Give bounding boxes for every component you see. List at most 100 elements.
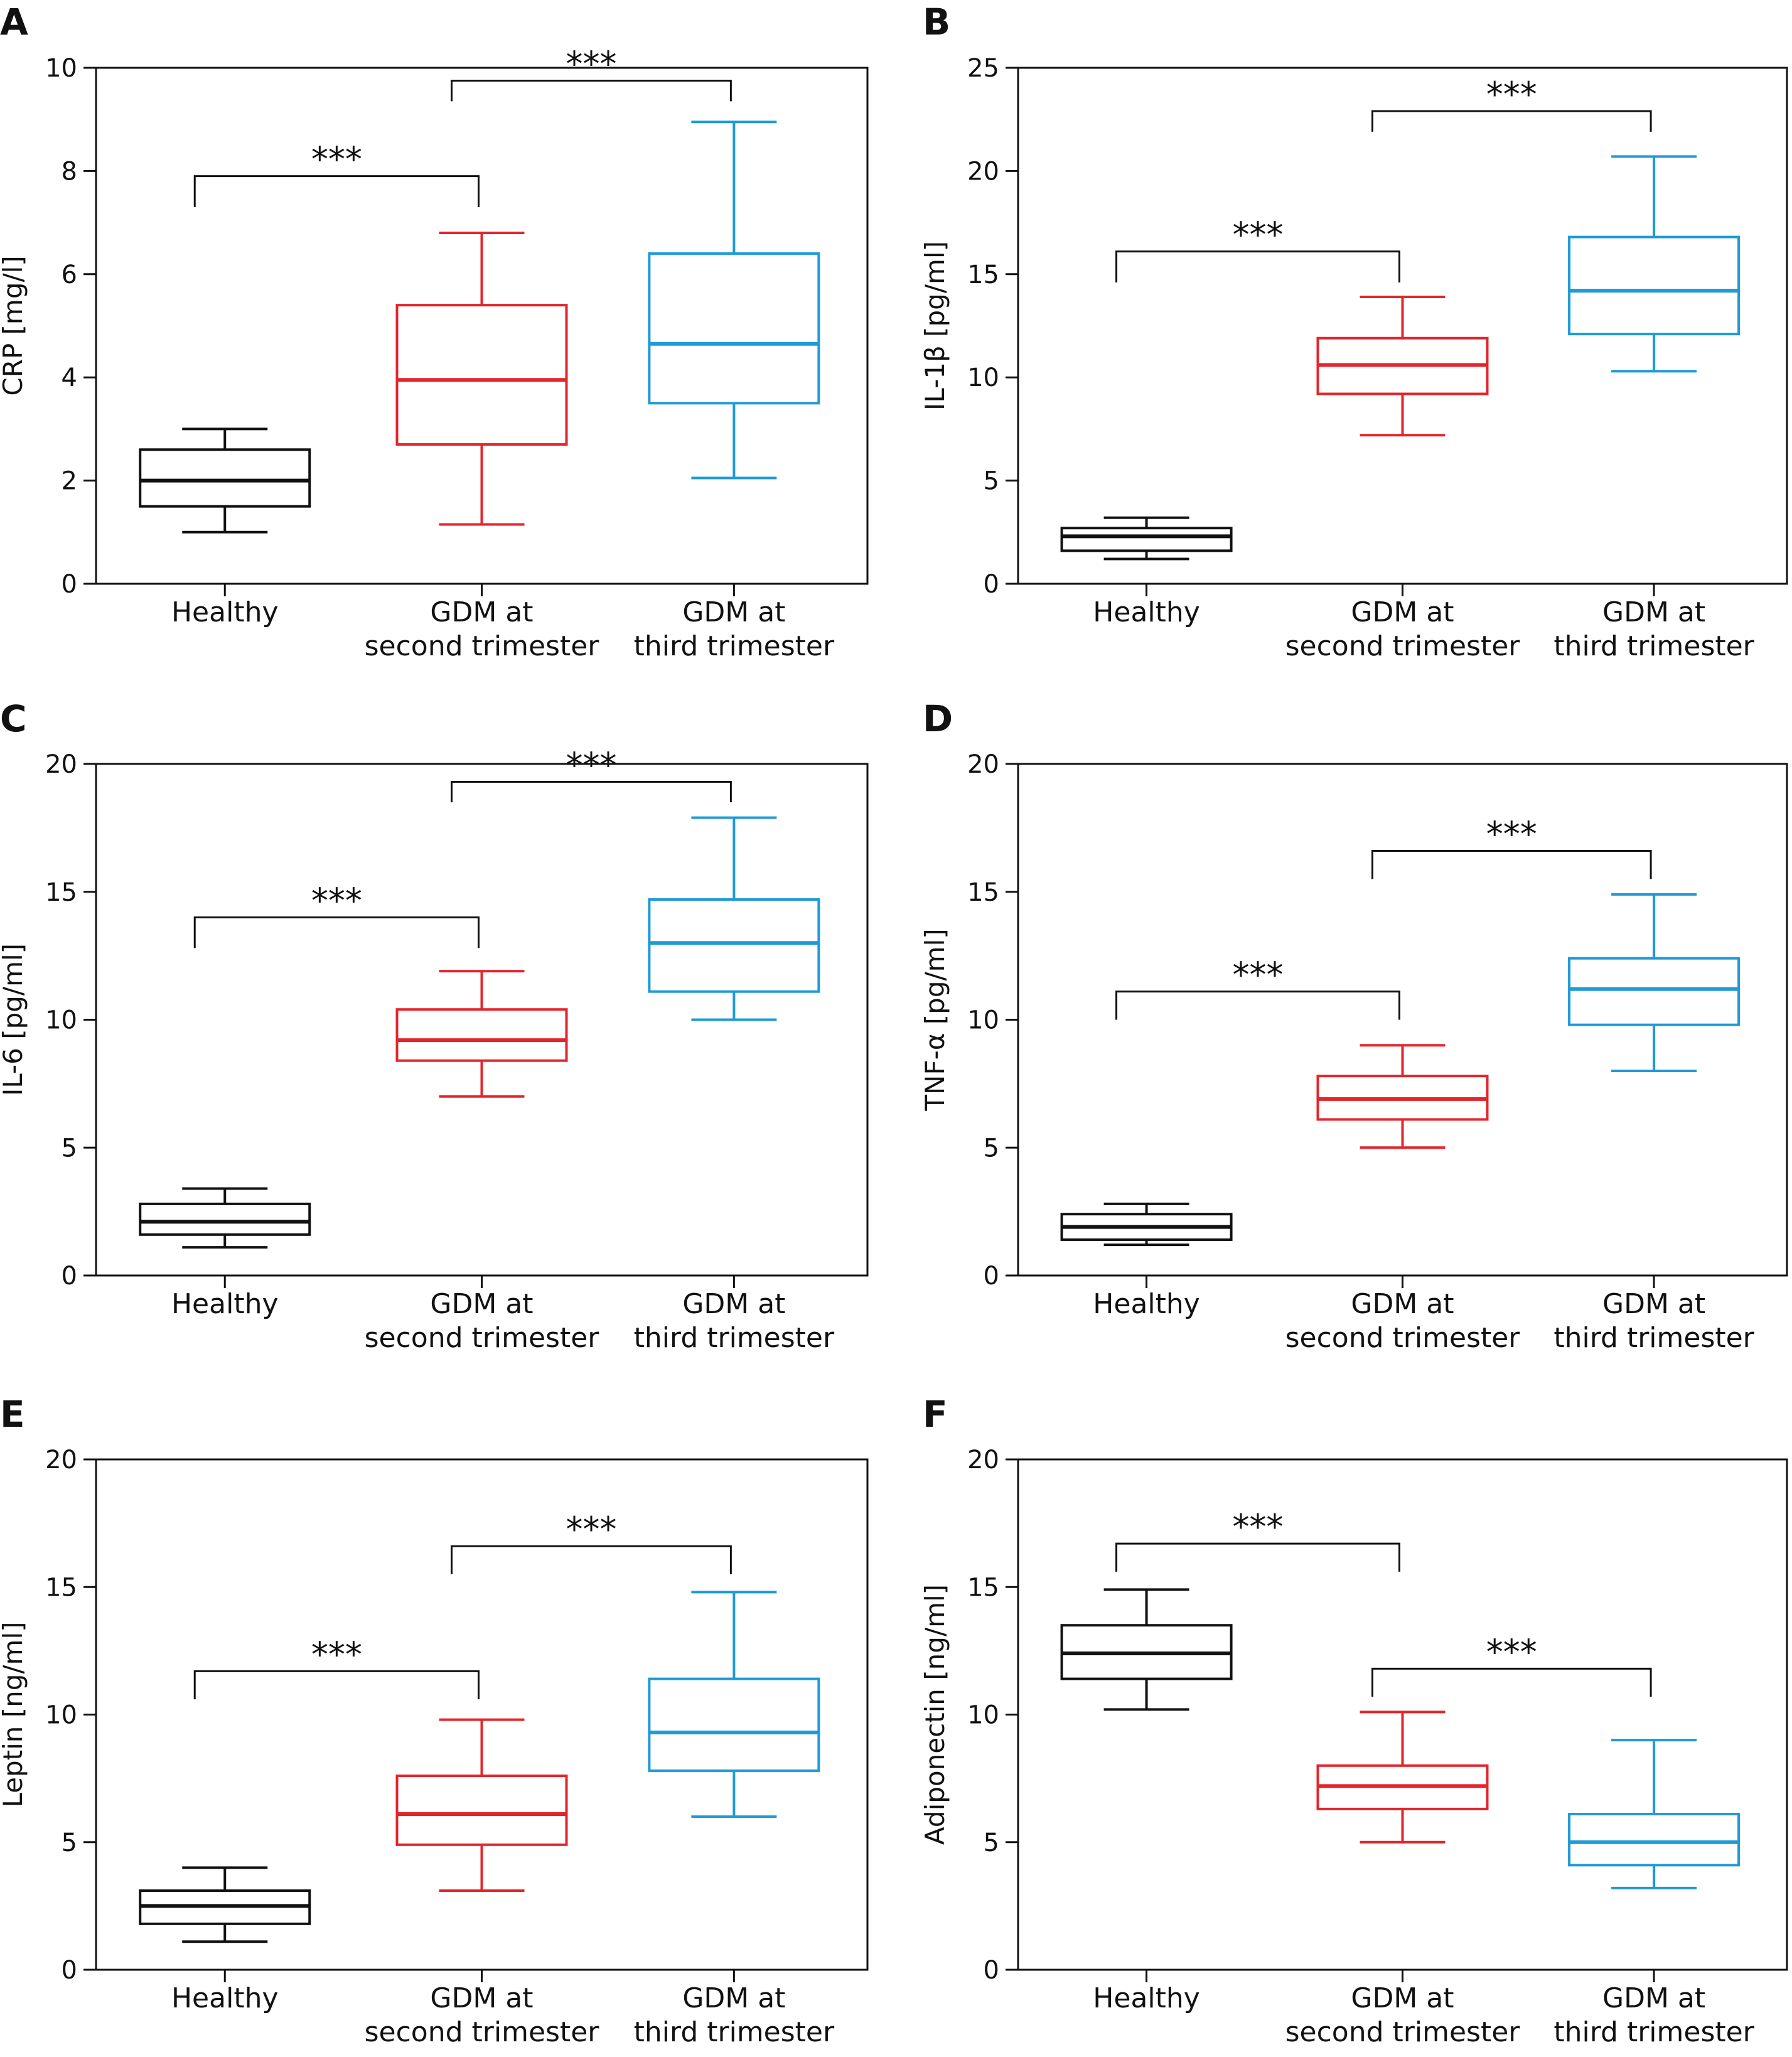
y-tick-label: 15 (967, 1573, 999, 1602)
x-category-line: third trimester (634, 1322, 835, 1354)
x-category-label: Healthy (1093, 1288, 1200, 1320)
box-iqr (1568, 957, 1741, 1026)
x-category-line: Healthy (171, 1288, 279, 1320)
y-tick-label: 5 (984, 1829, 999, 1857)
box-iqr (1568, 1813, 1741, 1867)
significance-bracket (1115, 991, 1400, 1020)
y-tick-label: 0 (62, 570, 77, 599)
significance-label: *** (311, 140, 362, 180)
box-iqr (395, 304, 568, 446)
x-category-line: GDM at (1602, 596, 1705, 628)
significance-bracket (1371, 1667, 1652, 1697)
y-tick-label: 15 (967, 260, 999, 289)
box-iqr (648, 898, 820, 993)
box-iqr (395, 1008, 568, 1062)
significance-label: *** (1233, 955, 1284, 995)
x-category-line: third trimester (634, 630, 835, 662)
y-tick-label: 15 (45, 878, 77, 907)
y-tick-label: 0 (62, 1262, 77, 1291)
box-healthy (1060, 1588, 1233, 1711)
x-category-line: second trimester (1285, 1322, 1521, 1354)
y-tick-label: 5 (984, 467, 999, 496)
panel-letter: A (0, 1, 28, 43)
box-third-trimester (1568, 1739, 1741, 1889)
panel-letter: B (923, 1, 950, 43)
box-second-trimester (395, 1718, 568, 1892)
y-tick-label: 5 (984, 1134, 999, 1163)
panel-letter: E (0, 1393, 25, 1436)
x-category-label: Healthy (171, 596, 279, 628)
x-category-label: GDM at third trimester (634, 596, 835, 662)
x-category-line: GDM at (1602, 1982, 1705, 2014)
box-iqr (1568, 235, 1741, 336)
x-category-line: Healthy (1093, 1288, 1200, 1320)
box-iqr (139, 448, 311, 508)
significance-bracket (193, 916, 480, 948)
y-tick-label: 20 (967, 1446, 999, 1474)
x-category-label: GDM at third trimester (1553, 1982, 1754, 2048)
y-tick-label: 10 (45, 54, 77, 83)
x-category-line: second trimester (1285, 2016, 1521, 2048)
y-tick-label: 10 (45, 1006, 77, 1035)
y-axis-label: Adiponectin [ng/ml] (920, 1584, 950, 1845)
significance-label: *** (1486, 1632, 1537, 1672)
x-category-label: GDM at third trimester (1553, 596, 1754, 662)
significance-label: *** (566, 1510, 616, 1549)
panel-letter: D (923, 697, 953, 740)
significance-bracket (1371, 110, 1652, 132)
box-third-trimester (648, 1591, 820, 1818)
x-category-line: GDM at (682, 596, 785, 628)
significance-bracket (1115, 1542, 1400, 1572)
x-category-line: third trimester (634, 2016, 835, 2048)
y-tick-label: 0 (984, 1956, 999, 1985)
significance-label: *** (566, 45, 616, 84)
y-axis-label: TNF-α [pg/ml] (920, 928, 950, 1111)
y-tick-label: 6 (62, 260, 77, 289)
x-category-line: GDM at (1602, 1288, 1705, 1320)
y-axis-label: CRP [mg/l] (0, 255, 28, 395)
box-iqr (648, 252, 820, 405)
x-category-line: second trimester (1285, 630, 1521, 662)
x-category-label: Healthy (171, 1288, 279, 1320)
x-category-line: second trimester (365, 630, 600, 662)
y-tick-label: 20 (967, 157, 999, 186)
significance-bracket (193, 175, 480, 207)
panel-f: F 0 5 10 15 20 Adiponectin [ng/ml] Healthy GDM a… (920, 1393, 1788, 2048)
box-third-trimester (1568, 893, 1741, 1072)
box-second-trimester (395, 970, 568, 1098)
x-category-line: GDM at (430, 596, 533, 628)
significance-bracket (193, 1670, 480, 1700)
x-category-label: GDM at second trimester (1285, 1288, 1521, 1354)
x-category-label: Healthy (1093, 1982, 1200, 2014)
box-healthy (1060, 1202, 1233, 1247)
box-healthy (1060, 516, 1233, 561)
box-second-trimester (1316, 295, 1489, 437)
x-category-line: GDM at (1351, 596, 1454, 628)
y-tick-label: 0 (984, 1262, 999, 1291)
x-category-label: Healthy (171, 1982, 279, 2014)
y-tick-label: 10 (967, 1701, 999, 1730)
x-category-label: GDM at second trimester (1285, 1982, 1521, 2048)
significance-label: *** (311, 881, 362, 921)
x-category-label: GDM at second trimester (365, 1288, 600, 1354)
x-category-line: Healthy (171, 1982, 279, 2014)
box-iqr (648, 1677, 820, 1772)
x-category-line: third trimester (1553, 630, 1754, 662)
y-tick-label: 25 (967, 54, 999, 83)
x-category-line: GDM at (1351, 1288, 1454, 1320)
box-iqr (1060, 527, 1233, 552)
significance-bracket (1371, 850, 1652, 879)
significance-label: *** (1486, 815, 1537, 854)
y-tick-label: 8 (62, 157, 77, 186)
x-category-label: GDM at second trimester (365, 1982, 600, 2048)
y-axis-label: IL-1β [pg/ml] (920, 241, 950, 411)
panel-letter: C (0, 697, 27, 740)
box-second-trimester (1316, 1044, 1489, 1149)
x-category-line: GDM at (682, 1982, 785, 2014)
y-tick-label: 4 (62, 363, 77, 392)
x-category-line: GDM at (682, 1288, 785, 1320)
y-tick-label: 0 (62, 1956, 77, 1985)
